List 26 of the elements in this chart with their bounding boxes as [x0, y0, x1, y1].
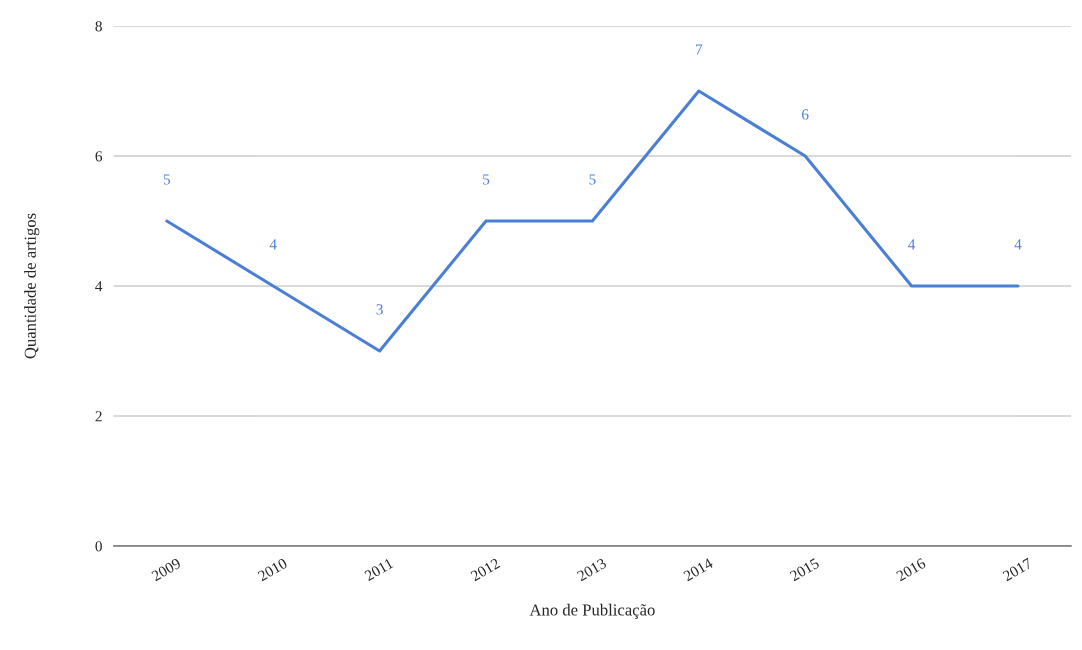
data-label: 4	[269, 239, 277, 250]
y-axis-title: Quantidade de artigos	[24, 213, 40, 359]
x-tick-label: 2016	[895, 557, 927, 582]
x-tick-label: 2014	[682, 557, 714, 582]
data-label: 5	[483, 174, 490, 185]
data-label: 5	[163, 174, 171, 185]
x-tick-label: 2015	[789, 557, 820, 582]
data-label: 5	[589, 174, 596, 185]
data-label: 7	[695, 44, 703, 55]
data-label: 3	[376, 304, 383, 315]
x-tick-label: 2009	[150, 557, 182, 582]
y-tick-label: 4	[95, 281, 103, 292]
data-label: 4	[908, 239, 916, 250]
y-tick-label: 0	[95, 541, 102, 552]
x-tick-label: 2012	[470, 557, 501, 582]
y-tick-label: 6	[95, 151, 103, 162]
data-label: 4	[1014, 239, 1022, 250]
data-label: 6	[802, 109, 809, 120]
x-tick-label: 2011	[363, 557, 394, 582]
y-tick-label: 8	[95, 21, 102, 32]
x-tick-label: 2010	[257, 557, 288, 582]
x-axis-title: Ano de Publicação	[529, 603, 655, 619]
y-tick-label: 2	[95, 411, 102, 422]
line-series	[165, 89, 1020, 353]
x-tick-label: 2013	[576, 557, 608, 582]
x-tick-label: 2017	[1002, 557, 1033, 582]
